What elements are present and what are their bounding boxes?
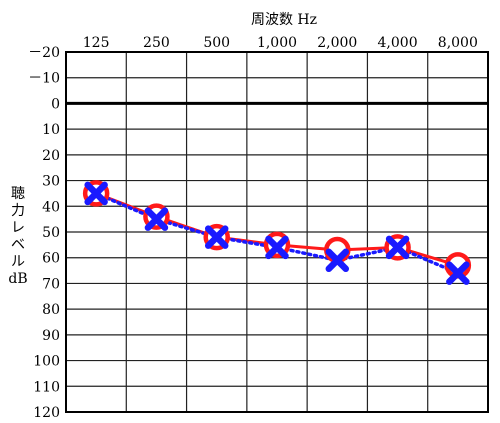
x-marker — [325, 248, 350, 273]
plot-frame — [65, 51, 489, 413]
y-tick-label: 0 — [51, 96, 60, 112]
x-marker — [84, 181, 108, 206]
y-tick-label: 90 — [42, 328, 60, 344]
y-tick-labels: －20 －10 0 10 20 30 40 50 60 70 80 90 100 110 120 — [28, 45, 60, 421]
x-tick-label: 8,000 — [438, 35, 478, 51]
x-tick-labels: 125 250 500 1,000 2,000 4,000 8,000 — [83, 35, 478, 51]
y-axis-label-char: 聴 — [11, 186, 25, 202]
x-marker — [446, 261, 470, 285]
y-tick-label: 40 — [42, 199, 60, 215]
y-tick-label: 80 — [42, 302, 60, 318]
x-tick-label: 4,000 — [378, 35, 418, 51]
y-tick-label: 110 — [33, 379, 60, 395]
y-axis-label-char: ベ — [11, 237, 25, 253]
y-tick-label: 50 — [42, 225, 60, 241]
y-tick-label: 100 — [33, 354, 60, 370]
y-tick-label: 30 — [42, 174, 60, 190]
y-tick-label: 120 — [33, 405, 60, 421]
x-tick-label: 500 — [203, 35, 230, 51]
grid — [65, 51, 489, 413]
y-tick-label: －10 — [28, 71, 60, 87]
y-axis-label-char: レ — [11, 220, 25, 236]
y-tick-label: －20 — [28, 45, 60, 61]
x-tick-label: 1,000 — [257, 35, 297, 51]
y-tick-label: 10 — [42, 122, 60, 138]
x-tick-label: 125 — [83, 35, 110, 51]
x-marker — [385, 235, 410, 260]
y-axis-label-char: dB — [8, 271, 27, 287]
x-axis-label: 周波数 Hz — [251, 12, 317, 28]
y-tick-label: 70 — [42, 276, 60, 292]
y-tick-label: 20 — [42, 148, 60, 164]
series-layer — [82, 180, 472, 285]
x-marker — [265, 235, 289, 260]
x-tick-label: 250 — [143, 35, 170, 51]
y-tick-label: 60 — [42, 251, 60, 267]
x-tick-label: 2,000 — [317, 35, 357, 51]
y-axis-label-char: ル — [11, 254, 25, 270]
x-marker — [144, 207, 169, 231]
x-marker — [204, 225, 229, 249]
y-axis-label-char: 力 — [11, 203, 25, 219]
